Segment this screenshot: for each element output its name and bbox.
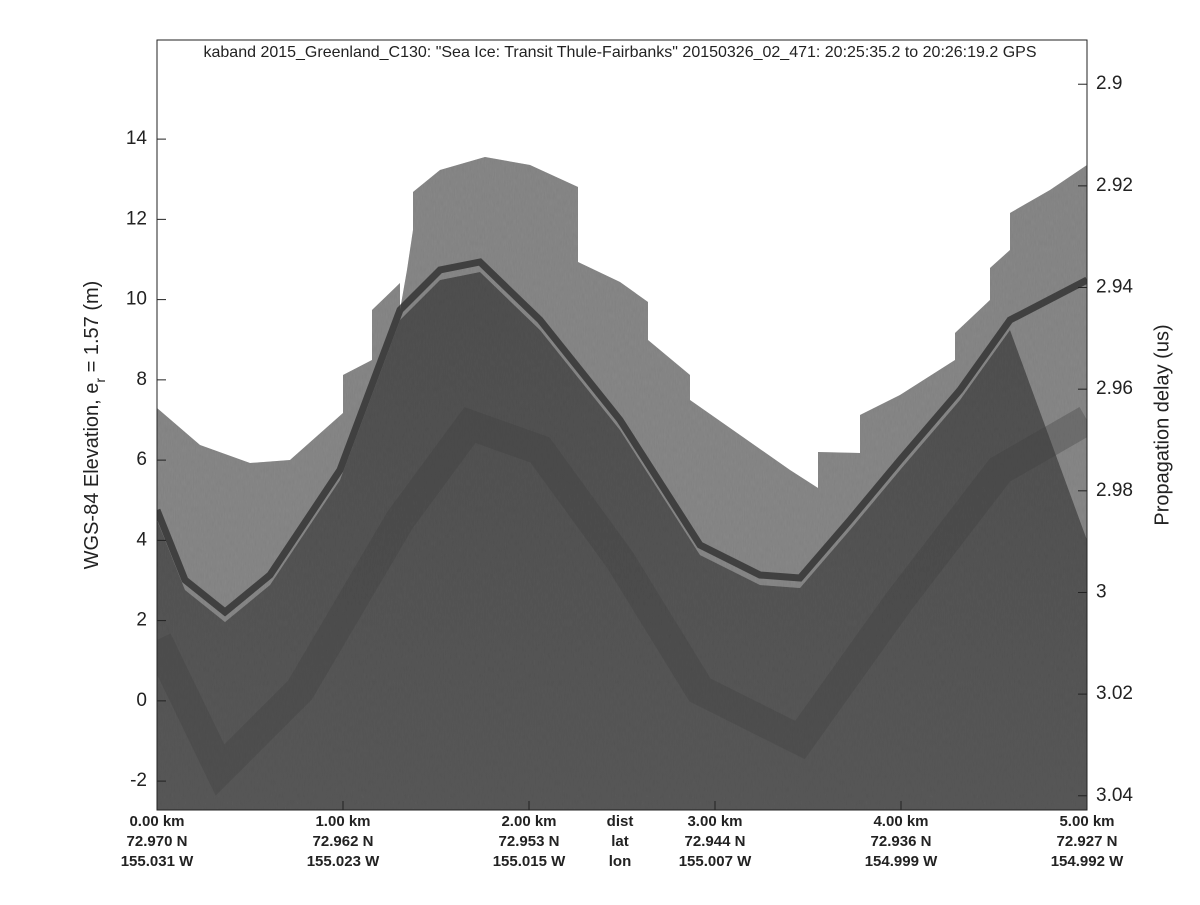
x-tick-lat: 72.944 N — [685, 833, 746, 850]
x-tick-label: 2.00 km — [501, 813, 556, 830]
x-row-name: lat — [611, 833, 629, 850]
x-tick-lat: 72.962 N — [313, 833, 374, 850]
x-tick-label: 1.00 km — [315, 813, 370, 830]
x-tick-lon: 155.015 W — [493, 853, 566, 870]
x-tick-lon: 155.031 W — [121, 853, 194, 870]
y2-tick-label: 3.02 — [1096, 683, 1133, 704]
y2-tick-label: 3 — [1096, 581, 1107, 602]
y-tick-label: 12 — [126, 208, 147, 229]
y2-axis-label: Propagation delay (us) — [1151, 324, 1173, 525]
x-tick-label: 0.00 km — [129, 813, 184, 830]
y-axis-label: WGS-84 Elevation, er = 1.57 (m) — [81, 281, 107, 570]
x-tick-lat: 72.953 N — [499, 833, 560, 850]
y-tick-label: 4 — [136, 529, 147, 550]
x-tick-lon: 155.007 W — [679, 853, 752, 870]
echogram-image — [157, 40, 1087, 810]
x-tick-lon: 154.999 W — [865, 853, 938, 870]
x-tick-lon: 154.992 W — [1051, 853, 1124, 870]
chart-title: kaband 2015_Greenland_C130: "Sea Ice: Tr… — [204, 44, 1037, 61]
y-tick-label: 10 — [126, 289, 147, 310]
y-tick-label: 6 — [136, 449, 147, 470]
y2-tick-label: 2.92 — [1096, 175, 1133, 196]
y2-tick-label: 3.04 — [1096, 785, 1133, 806]
y-tick-label: 14 — [126, 128, 148, 149]
y2-tick-label: 2.9 — [1096, 73, 1122, 94]
y2-tick-label: 2.98 — [1096, 480, 1133, 501]
y-tick-label: 2 — [136, 610, 147, 631]
y2-tick-label: 2.94 — [1096, 277, 1133, 298]
y-tick-label: 0 — [136, 690, 147, 711]
y-label-subscript: r — [92, 378, 108, 383]
x-tick-lat: 72.970 N — [127, 833, 188, 850]
x-tick-label: 4.00 km — [873, 813, 928, 830]
x-row-name: dist — [607, 813, 634, 830]
y-label-text: WGS-84 Elevation, e — [81, 383, 103, 570]
y2-tick-label: 2.96 — [1096, 378, 1133, 399]
y-tick-label: 8 — [136, 369, 147, 390]
y-label-suffix: = 1.57 (m) — [81, 281, 103, 378]
x-tick-lat: 72.936 N — [871, 833, 932, 850]
y-tick-label: -2 — [130, 770, 147, 791]
x-tick-lat: 72.927 N — [1057, 833, 1118, 850]
x-tick-lon: 155.023 W — [307, 853, 380, 870]
plot-frame — [156, 39, 1088, 811]
x-tick-label: 3.00 km — [687, 813, 742, 830]
x-row-name: lon — [609, 853, 632, 870]
x-tick-label: 5.00 km — [1059, 813, 1114, 830]
